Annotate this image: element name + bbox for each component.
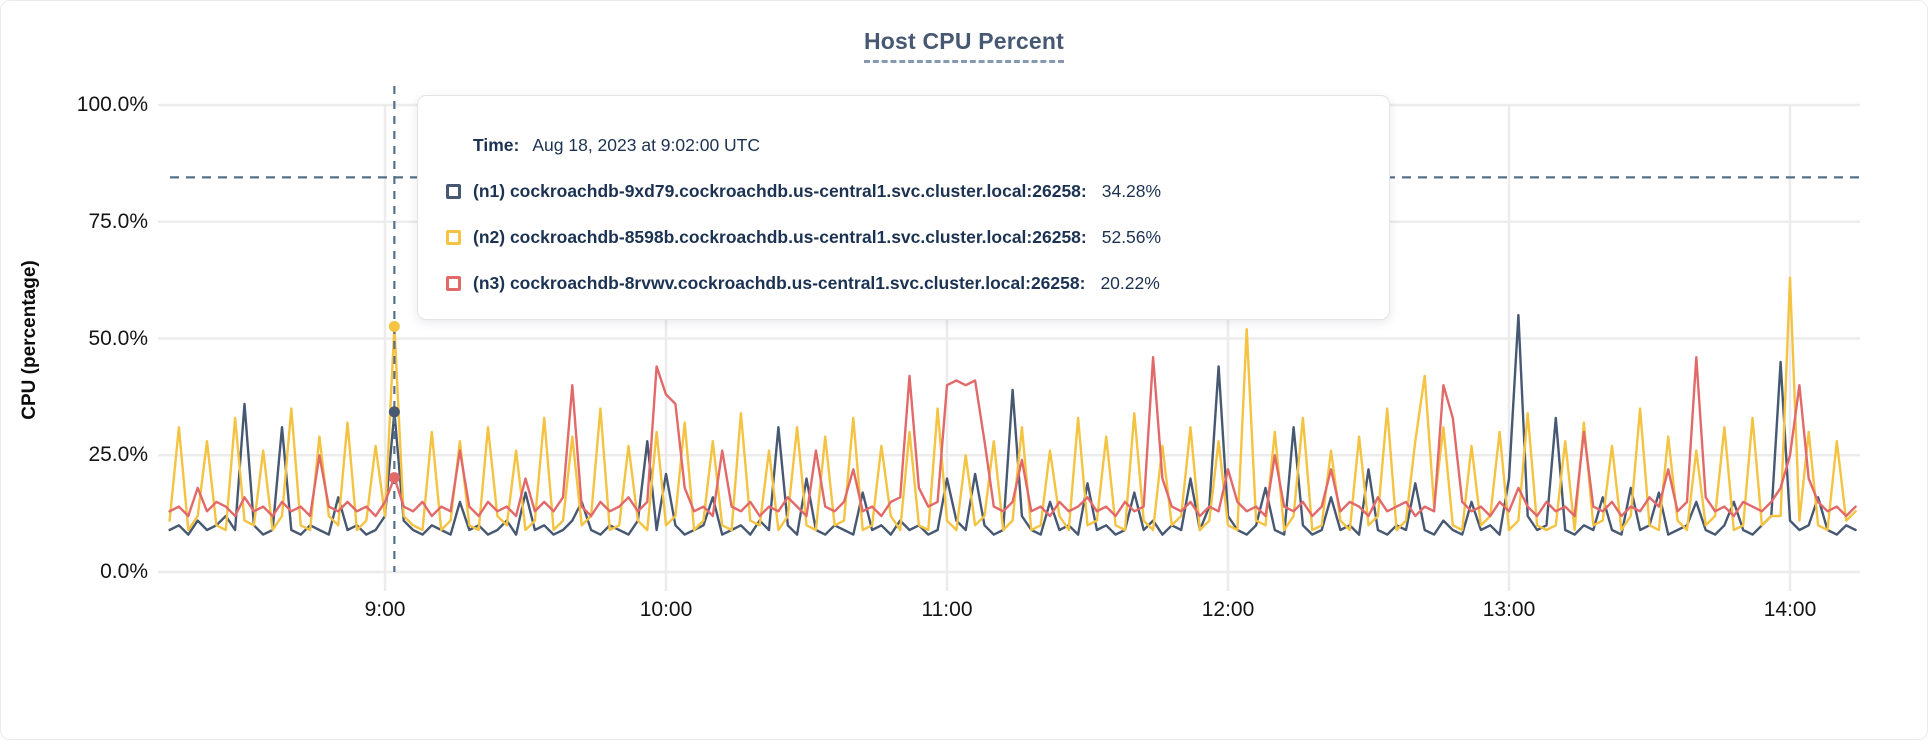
tooltip-time-label: Time:: [473, 134, 520, 155]
x-tick-label: 11:00: [921, 598, 973, 621]
y-tick-label: 25.0%: [88, 443, 148, 467]
series-line-n2[interactable]: [168, 276, 1857, 532]
series-value: 52.56%: [1101, 226, 1162, 247]
tooltip-series-row: (n1) cockroachdb-9xd79.cockroachdb.us-ce…: [446, 168, 1359, 214]
series-value: 34.28%: [1101, 180, 1162, 201]
tooltip-time-row: Time: Aug 18, 2023 at 9:02:00 UTC: [446, 122, 1359, 168]
series-swatch-n1: [446, 183, 461, 199]
series-swatch-n2: [446, 229, 461, 245]
series-label: (n2) cockroachdb-8598b.cockroachdb.us-ce…: [473, 226, 1087, 247]
series-lines: [168, 276, 1857, 536]
y-tick-label: 0.0%: [100, 560, 148, 583]
x-tick-label: 10:00: [639, 598, 693, 621]
hover-dot-n1: [388, 406, 400, 418]
series-label: (n1) cockroachdb-9xd79.cockroachdb.us-ce…: [473, 180, 1087, 201]
x-tick-label: 12:00: [1201, 598, 1255, 621]
x-tick-label: 9:00: [364, 598, 406, 621]
series-line-n3[interactable]: [168, 356, 1857, 518]
x-tick-label: 13:00: [1482, 598, 1536, 621]
page-title: Host CPU Percent: [863, 28, 1065, 63]
y-tick-label: 100.0%: [76, 93, 148, 116]
series-line-n1[interactable]: [168, 313, 1857, 536]
hover-dot-n2: [388, 321, 400, 333]
series-value: 20.22%: [1100, 272, 1160, 293]
tooltip-series-row: (n2) cockroachdb-8598b.cockroachdb.us-ce…: [446, 214, 1359, 260]
y-tick-label: 50.0%: [88, 326, 148, 350]
chart-header: Host CPU Percent: [0, 28, 1928, 63]
hover-dot-n3: [388, 472, 400, 484]
chart-tooltip: Time: Aug 18, 2023 at 9:02:00 UTC (n1) c…: [417, 95, 1390, 320]
series-label: (n3) cockroachdb-8rvwv.cockroachdb.us-ce…: [473, 272, 1086, 293]
x-tick-label: 14:00: [1763, 598, 1817, 621]
y-tick-label: 75.0%: [88, 209, 148, 233]
hover-marker: [388, 86, 400, 572]
series-swatch-n3: [446, 275, 461, 291]
tooltip-time-value: Aug 18, 2023 at 9:02:00 UTC: [532, 134, 761, 155]
tooltip-series-row: (n3) cockroachdb-8rvwv.cockroachdb.us-ce…: [446, 260, 1359, 306]
